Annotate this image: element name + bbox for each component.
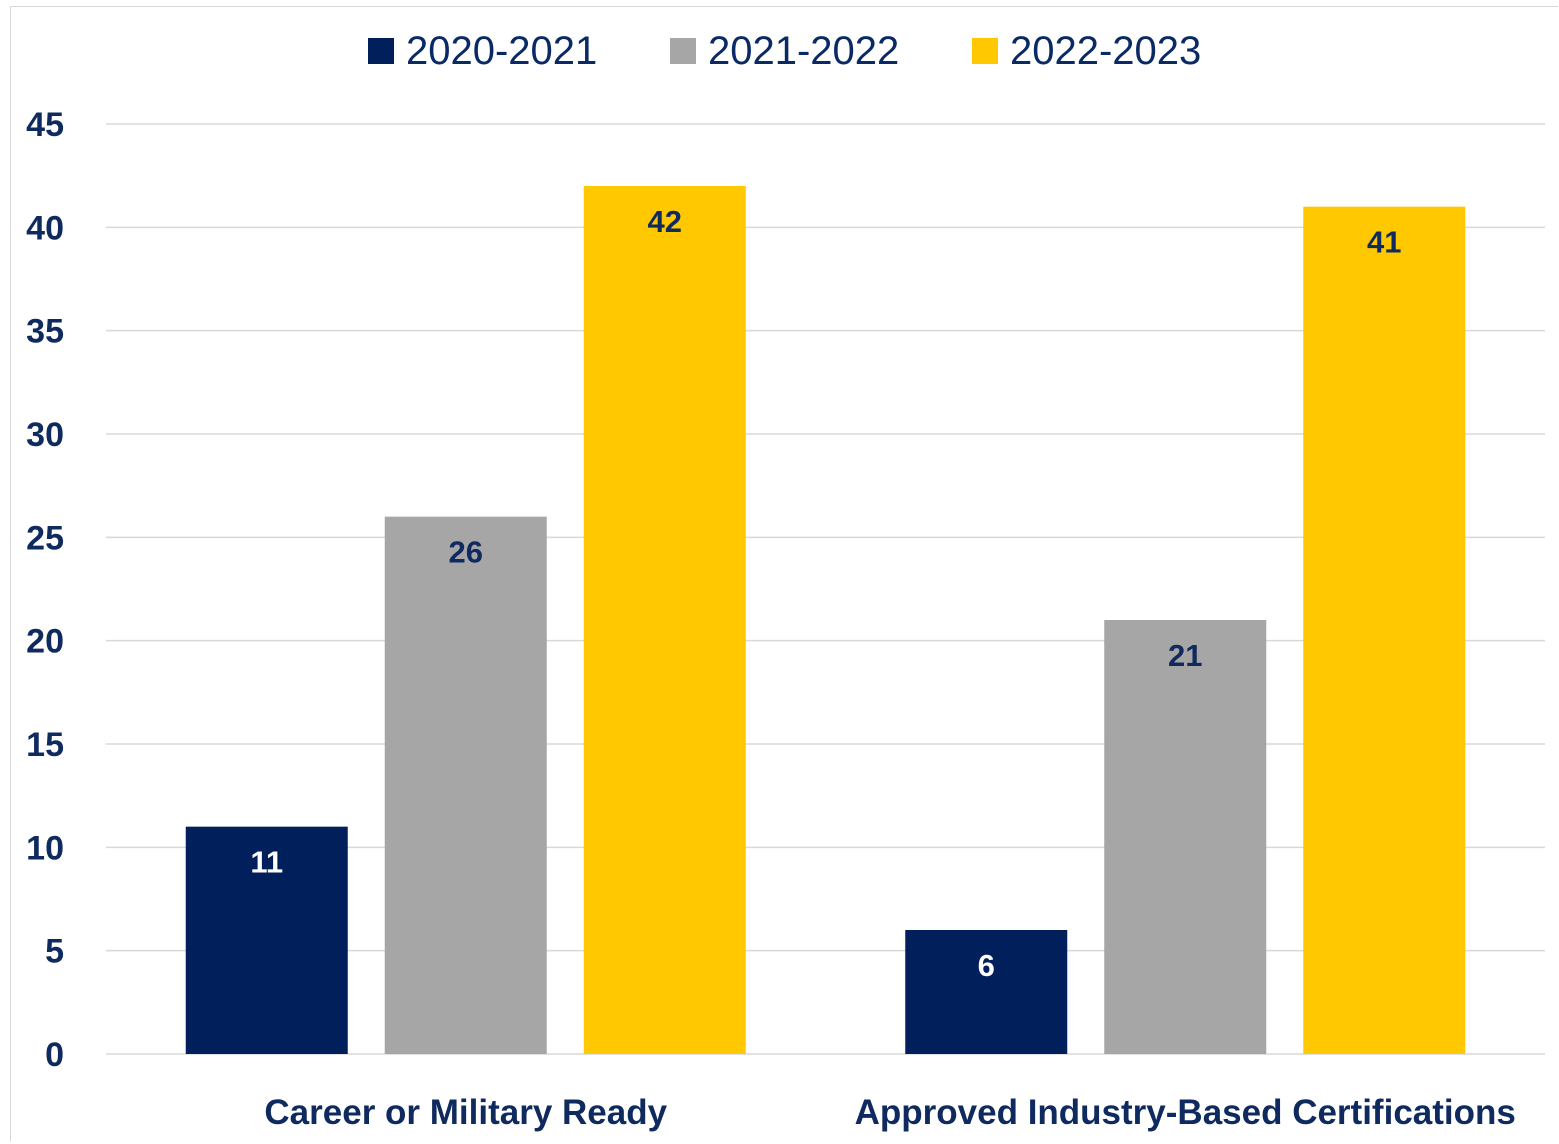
legend-swatch — [972, 38, 998, 64]
y-axis-ticks: 0 5 10 15 20 25 30 35 40 45 — [26, 106, 64, 1074]
legend-swatch — [368, 38, 394, 64]
y-tick-label: 35 — [26, 313, 64, 351]
legend-label: 2022-2023 — [1010, 29, 1201, 73]
y-tick-label: 45 — [26, 106, 64, 144]
bar-2020-2021-2[interactable] — [905, 930, 1068, 1054]
data-label: 6 — [978, 948, 995, 983]
legend-swatch — [670, 38, 696, 64]
bar-2022-2023-2[interactable] — [1303, 206, 1466, 1054]
bar-2022-2023-1[interactable] — [583, 186, 746, 1054]
data-label: 21 — [1168, 638, 1202, 673]
data-label: 26 — [449, 535, 483, 570]
legend-label: 2020-2021 — [406, 29, 597, 73]
data-label: 11 — [250, 845, 283, 880]
y-tick-label: 15 — [26, 726, 64, 764]
x-category-label: Career or Military Ready — [264, 1093, 667, 1132]
x-axis-categories: Career or Military Ready Approved Industr… — [264, 1093, 1515, 1132]
bar-2021-2022-1[interactable] — [384, 516, 547, 1054]
data-labels: 11 26 42 6 21 41 — [250, 204, 1401, 983]
y-tick-label: 10 — [26, 829, 64, 867]
bar-2020-2021-1[interactable] — [185, 826, 348, 1054]
legend-item-2021-2022[interactable]: 2021-2022 — [670, 29, 899, 73]
y-tick-label: 5 — [45, 933, 64, 971]
chart-frame — [10, 6, 1558, 1142]
y-tick-label: 40 — [26, 209, 64, 247]
legend[interactable]: 2020-2021 2021-2022 2022-2023 — [368, 29, 1201, 73]
legend-item-2020-2021[interactable]: 2020-2021 — [368, 29, 597, 73]
y-tick-label: 0 — [45, 1036, 64, 1074]
y-tick-label: 25 — [26, 519, 64, 557]
y-tick-label: 20 — [26, 623, 64, 661]
data-label: 42 — [648, 204, 682, 239]
legend-item-2022-2023[interactable]: 2022-2023 — [972, 29, 1201, 73]
legend-label: 2021-2022 — [708, 29, 899, 73]
data-label: 41 — [1367, 225, 1401, 260]
y-tick-label: 30 — [26, 416, 64, 454]
x-category-label: Approved Industry-Based Certifications — [855, 1093, 1516, 1132]
bars — [185, 186, 1466, 1054]
bar-2021-2022-2[interactable] — [1104, 620, 1267, 1054]
